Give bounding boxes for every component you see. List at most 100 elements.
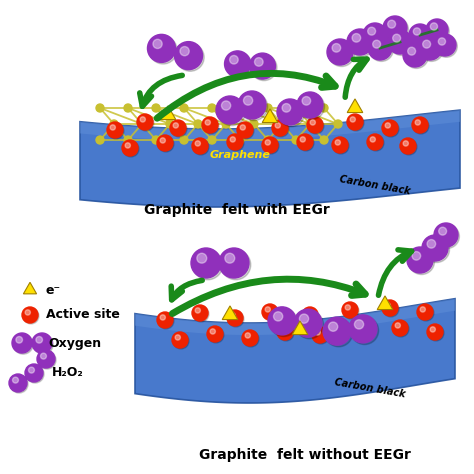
Circle shape (307, 117, 323, 133)
Circle shape (158, 313, 174, 329)
Circle shape (403, 141, 409, 146)
Circle shape (208, 136, 216, 144)
Circle shape (335, 140, 340, 145)
Circle shape (385, 303, 391, 308)
Circle shape (158, 136, 174, 152)
Circle shape (157, 135, 173, 151)
FancyArrowPatch shape (378, 250, 411, 295)
Circle shape (208, 327, 224, 343)
Circle shape (222, 120, 230, 128)
Circle shape (208, 104, 216, 112)
Circle shape (350, 117, 356, 122)
Circle shape (373, 40, 381, 48)
Circle shape (264, 104, 272, 112)
Circle shape (347, 114, 363, 130)
FancyArrowPatch shape (173, 279, 365, 314)
Circle shape (422, 235, 448, 261)
FancyArrowPatch shape (171, 280, 202, 300)
Circle shape (152, 104, 160, 112)
Polygon shape (377, 296, 393, 310)
Circle shape (273, 121, 289, 137)
Circle shape (166, 120, 174, 128)
Polygon shape (80, 110, 460, 207)
Circle shape (343, 303, 359, 319)
Circle shape (263, 138, 279, 154)
Circle shape (270, 309, 298, 337)
Circle shape (195, 141, 201, 146)
Polygon shape (80, 110, 460, 141)
Circle shape (176, 43, 204, 71)
Circle shape (195, 308, 201, 313)
Circle shape (157, 312, 173, 328)
Circle shape (351, 317, 379, 345)
Circle shape (242, 330, 258, 346)
Circle shape (230, 313, 236, 318)
Circle shape (197, 253, 207, 263)
Circle shape (382, 300, 398, 316)
Circle shape (434, 223, 458, 247)
Circle shape (236, 104, 244, 112)
Circle shape (407, 247, 433, 273)
Circle shape (328, 322, 338, 331)
Circle shape (320, 104, 328, 112)
Circle shape (305, 310, 310, 315)
Circle shape (368, 27, 375, 35)
Circle shape (278, 120, 286, 128)
Circle shape (430, 23, 438, 30)
Text: H₂O₂: H₂O₂ (52, 366, 84, 380)
Circle shape (393, 321, 409, 337)
Circle shape (296, 311, 324, 339)
Polygon shape (135, 299, 455, 335)
Circle shape (32, 333, 52, 353)
Circle shape (23, 308, 39, 324)
Circle shape (96, 136, 104, 144)
Circle shape (430, 327, 436, 332)
Circle shape (16, 337, 22, 343)
Circle shape (13, 334, 33, 354)
Circle shape (436, 225, 459, 248)
Circle shape (10, 375, 28, 393)
Circle shape (382, 120, 398, 136)
Polygon shape (292, 321, 308, 335)
Circle shape (25, 310, 30, 315)
Circle shape (243, 331, 259, 347)
Text: Active site: Active site (46, 309, 120, 321)
Circle shape (312, 327, 328, 343)
Circle shape (404, 45, 428, 68)
Circle shape (401, 139, 417, 155)
Circle shape (300, 137, 305, 142)
Circle shape (403, 43, 427, 67)
Circle shape (367, 134, 383, 150)
Circle shape (418, 36, 442, 60)
Circle shape (37, 350, 55, 368)
Circle shape (173, 123, 178, 128)
Circle shape (388, 20, 396, 28)
Circle shape (302, 97, 310, 105)
Text: Graphite  felt with EEGr: Graphite felt with EEGr (144, 203, 330, 217)
Circle shape (390, 31, 413, 55)
Circle shape (138, 120, 146, 128)
Circle shape (426, 19, 448, 41)
Text: e⁻: e⁻ (46, 283, 61, 297)
Circle shape (192, 138, 208, 154)
Circle shape (227, 310, 243, 326)
Circle shape (409, 248, 435, 274)
Circle shape (438, 227, 447, 235)
Circle shape (221, 250, 251, 280)
Polygon shape (222, 306, 238, 319)
Circle shape (230, 137, 236, 142)
Circle shape (96, 104, 104, 112)
Polygon shape (347, 99, 363, 112)
Circle shape (413, 28, 420, 35)
Circle shape (40, 353, 46, 359)
Circle shape (408, 47, 416, 55)
Circle shape (193, 250, 223, 280)
Circle shape (384, 18, 409, 41)
Circle shape (12, 333, 32, 353)
Circle shape (124, 104, 132, 112)
Circle shape (38, 351, 56, 369)
Text: Oxygen: Oxygen (48, 337, 101, 349)
Circle shape (303, 308, 319, 324)
Circle shape (292, 104, 300, 112)
Circle shape (147, 35, 175, 63)
